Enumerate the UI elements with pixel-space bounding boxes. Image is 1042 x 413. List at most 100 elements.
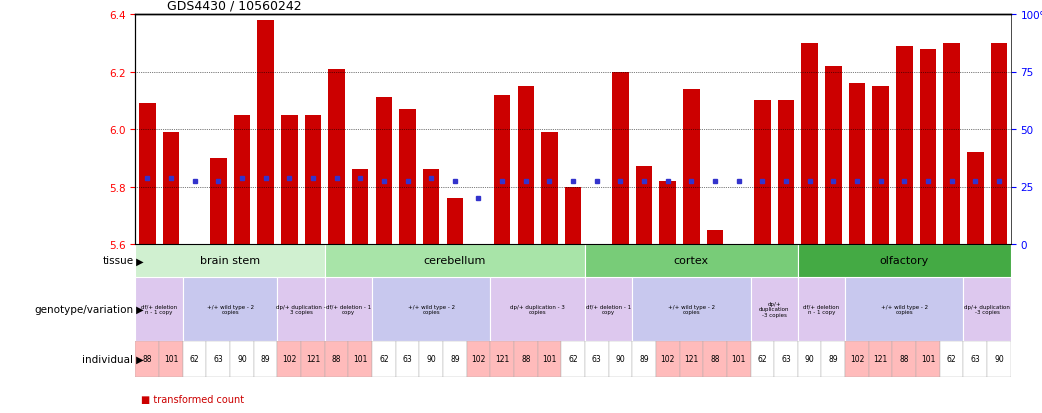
Text: 88: 88 [521,355,530,363]
Text: dp/+ duplication
-3 copies: dp/+ duplication -3 copies [964,304,1010,315]
Text: df/+ deletion
n - 1 copy: df/+ deletion n - 1 copy [141,304,177,315]
Bar [281,115,298,244]
Text: 62: 62 [379,355,389,363]
Text: 63: 63 [592,355,601,363]
Bar [848,84,865,244]
Bar [135,341,159,377]
Text: +/+ wild type - 2
copies: +/+ wild type - 2 copies [407,304,454,315]
Bar [325,277,372,341]
Text: 101: 101 [921,355,935,363]
Bar [754,101,771,244]
Text: brain stem: brain stem [200,256,260,266]
Bar [940,341,964,377]
Bar [798,244,1011,277]
Bar [187,244,203,376]
Text: df/+ deletion - 1
copy: df/+ deletion - 1 copy [326,304,371,315]
Bar [514,341,538,377]
Bar [684,90,699,244]
Bar [655,341,679,377]
Bar [396,341,419,377]
Bar [210,158,226,244]
Bar [541,133,557,244]
Text: 89: 89 [450,355,460,363]
Text: df/+ deletion - 1
copy: df/+ deletion - 1 copy [586,304,631,315]
Text: 62: 62 [568,355,578,363]
Bar [991,44,1008,244]
Bar [304,115,321,244]
Text: 90: 90 [804,355,815,363]
Bar [774,341,798,377]
Text: 121: 121 [873,355,888,363]
Bar [182,277,277,341]
Text: olfactory: olfactory [879,256,928,266]
Text: dp/+
duplication
-3 copies: dp/+ duplication -3 copies [759,301,790,318]
Text: 62: 62 [758,355,767,363]
Text: 89: 89 [828,355,838,363]
Text: ▶: ▶ [133,354,144,364]
Bar [585,244,798,277]
Text: 90: 90 [426,355,436,363]
Bar [443,341,467,377]
Text: individual: individual [82,354,133,364]
Text: dp/+ duplication - 3
copies: dp/+ duplication - 3 copies [511,304,565,315]
Bar [585,277,632,341]
Bar [538,341,562,377]
Bar [612,72,628,244]
Bar [206,341,230,377]
Text: tissue: tissue [102,256,133,266]
Text: 101: 101 [731,355,746,363]
Bar [869,341,892,377]
Bar [328,69,345,244]
Bar [139,104,155,244]
Bar [233,115,250,244]
Bar [845,277,964,341]
Bar [348,341,372,377]
Text: ■ percentile rank within the sample: ■ percentile rank within the sample [141,412,318,413]
Text: 102: 102 [850,355,864,363]
Text: 101: 101 [542,355,556,363]
Bar [750,277,798,341]
Text: 90: 90 [616,355,625,363]
Bar [798,277,845,341]
Bar [325,341,348,377]
Bar [727,341,750,377]
Bar [447,199,463,244]
Bar [562,341,585,377]
Text: cerebellum: cerebellum [424,256,486,266]
Text: 101: 101 [164,355,178,363]
Bar [352,170,369,244]
Bar [636,167,652,244]
Text: 88: 88 [711,355,720,363]
Bar [679,341,703,377]
Text: 89: 89 [639,355,649,363]
Text: 88: 88 [143,355,152,363]
Text: +/+ wild type - 2
copies: +/+ wild type - 2 copies [206,304,253,315]
Bar [277,277,325,341]
Bar [987,341,1011,377]
Bar [182,341,206,377]
Bar [277,341,301,377]
Bar [964,341,987,377]
Bar [845,341,869,377]
Text: 89: 89 [260,355,270,363]
Bar [230,341,254,377]
Text: 63: 63 [402,355,413,363]
Text: +/+ wild type - 2
copies: +/+ wild type - 2 copies [880,304,927,315]
Bar [491,277,585,341]
Text: 121: 121 [495,355,510,363]
Bar [470,244,487,250]
Text: 121: 121 [305,355,320,363]
Bar [750,341,774,377]
Bar [801,44,818,244]
Bar [964,277,1011,341]
Text: genotype/variation: genotype/variation [34,304,133,314]
Bar [159,341,182,377]
Bar [301,341,325,377]
Text: ■ transformed count: ■ transformed count [141,394,244,404]
Text: ▶: ▶ [133,304,144,314]
Bar [777,101,794,244]
Bar [821,341,845,377]
Text: 63: 63 [782,355,791,363]
Bar [399,109,416,244]
Text: 102: 102 [661,355,675,363]
